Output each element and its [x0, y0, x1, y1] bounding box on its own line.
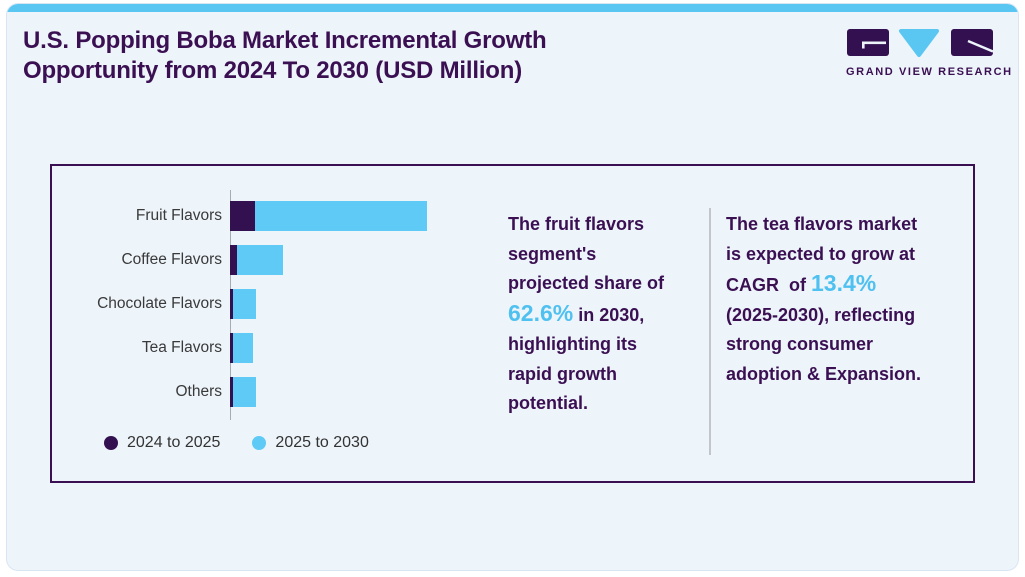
insight-text: The fruit flavors segment's projected sh…	[508, 214, 665, 293]
infographic-card: U.S. Popping Boba Market Incremental Gro…	[6, 3, 1019, 571]
logo-wordmark: GRAND VIEW RESEARCH	[846, 66, 1013, 78]
insight-text: in 2030, highlighting its rapid growth p…	[508, 304, 645, 414]
stacked-bar	[230, 333, 253, 363]
legend-item: 2025 to 2030	[252, 434, 369, 452]
bar-segment	[233, 377, 256, 407]
legend-label: 2024 to 2025	[127, 434, 221, 451]
chart-row: Others	[52, 377, 427, 407]
bar-segment	[237, 245, 283, 275]
insight-text: (2025-2030), reflecting strong consumer …	[726, 304, 922, 384]
insight-text: The tea flavors market is expected to gr…	[726, 214, 918, 295]
grand-view-research-logo: GRAND VIEW RESEARCH	[846, 28, 1013, 78]
bar-segment	[230, 201, 255, 231]
chart-row: Chocolate Flavors	[52, 289, 427, 319]
insight-tea-flavors: The tea flavors market is expected to gr…	[726, 210, 976, 389]
highlight-value: 62.6%	[508, 299, 574, 326]
category-label: Chocolate Flavors	[97, 295, 222, 312]
stacked-bar	[230, 201, 427, 231]
stacked-bar	[230, 289, 256, 319]
chart-panel: Fruit Flavors Coffee Flavors Chocolate Fla…	[50, 164, 975, 483]
chart-legend: 2024 to 2025 2025 to 2030	[104, 434, 369, 452]
gvr-logo-icon	[847, 29, 994, 57]
legend-dot-icon	[104, 436, 118, 450]
category-label: Tea Flavors	[141, 339, 222, 356]
legend-label: 2025 to 2030	[275, 434, 369, 451]
bar-segment	[230, 245, 237, 275]
legend-dot-icon	[252, 436, 267, 450]
bar-segment	[230, 289, 233, 319]
category-label: Fruit Flavors	[135, 207, 222, 224]
page-title-line1: U.S. Popping Boba Market Incremental Gro…	[23, 27, 547, 54]
bar-segment	[230, 377, 233, 407]
bar-segment	[233, 333, 253, 363]
page-title-line2: Opportunity from 2024 To 2030 (USD Milli…	[23, 57, 523, 84]
chart-row: Coffee Flavors	[52, 245, 427, 275]
insight-divider	[709, 208, 711, 455]
chart-row: Fruit Flavors	[52, 201, 427, 231]
category-label: Others	[175, 383, 222, 400]
stacked-bar	[230, 245, 283, 275]
bar-segment	[255, 201, 427, 231]
category-label: Coffee Flavors	[121, 251, 222, 268]
chart-row: Tea Flavors	[52, 333, 427, 363]
bar-segment	[233, 289, 256, 319]
highlight-value: 13.4%	[811, 270, 877, 296]
stacked-bar	[230, 377, 256, 407]
bar-segment	[230, 333, 233, 363]
page-title: U.S. Popping Boba Market Incremental Gro…	[23, 26, 547, 86]
bar-chart: Fruit Flavors Coffee Flavors Chocolate Fla…	[52, 201, 427, 421]
insight-fruit-flavors: The fruit flavors segment's projected sh…	[508, 210, 704, 419]
legend-item: 2024 to 2025	[104, 434, 220, 452]
top-accent-strip	[7, 4, 1018, 12]
